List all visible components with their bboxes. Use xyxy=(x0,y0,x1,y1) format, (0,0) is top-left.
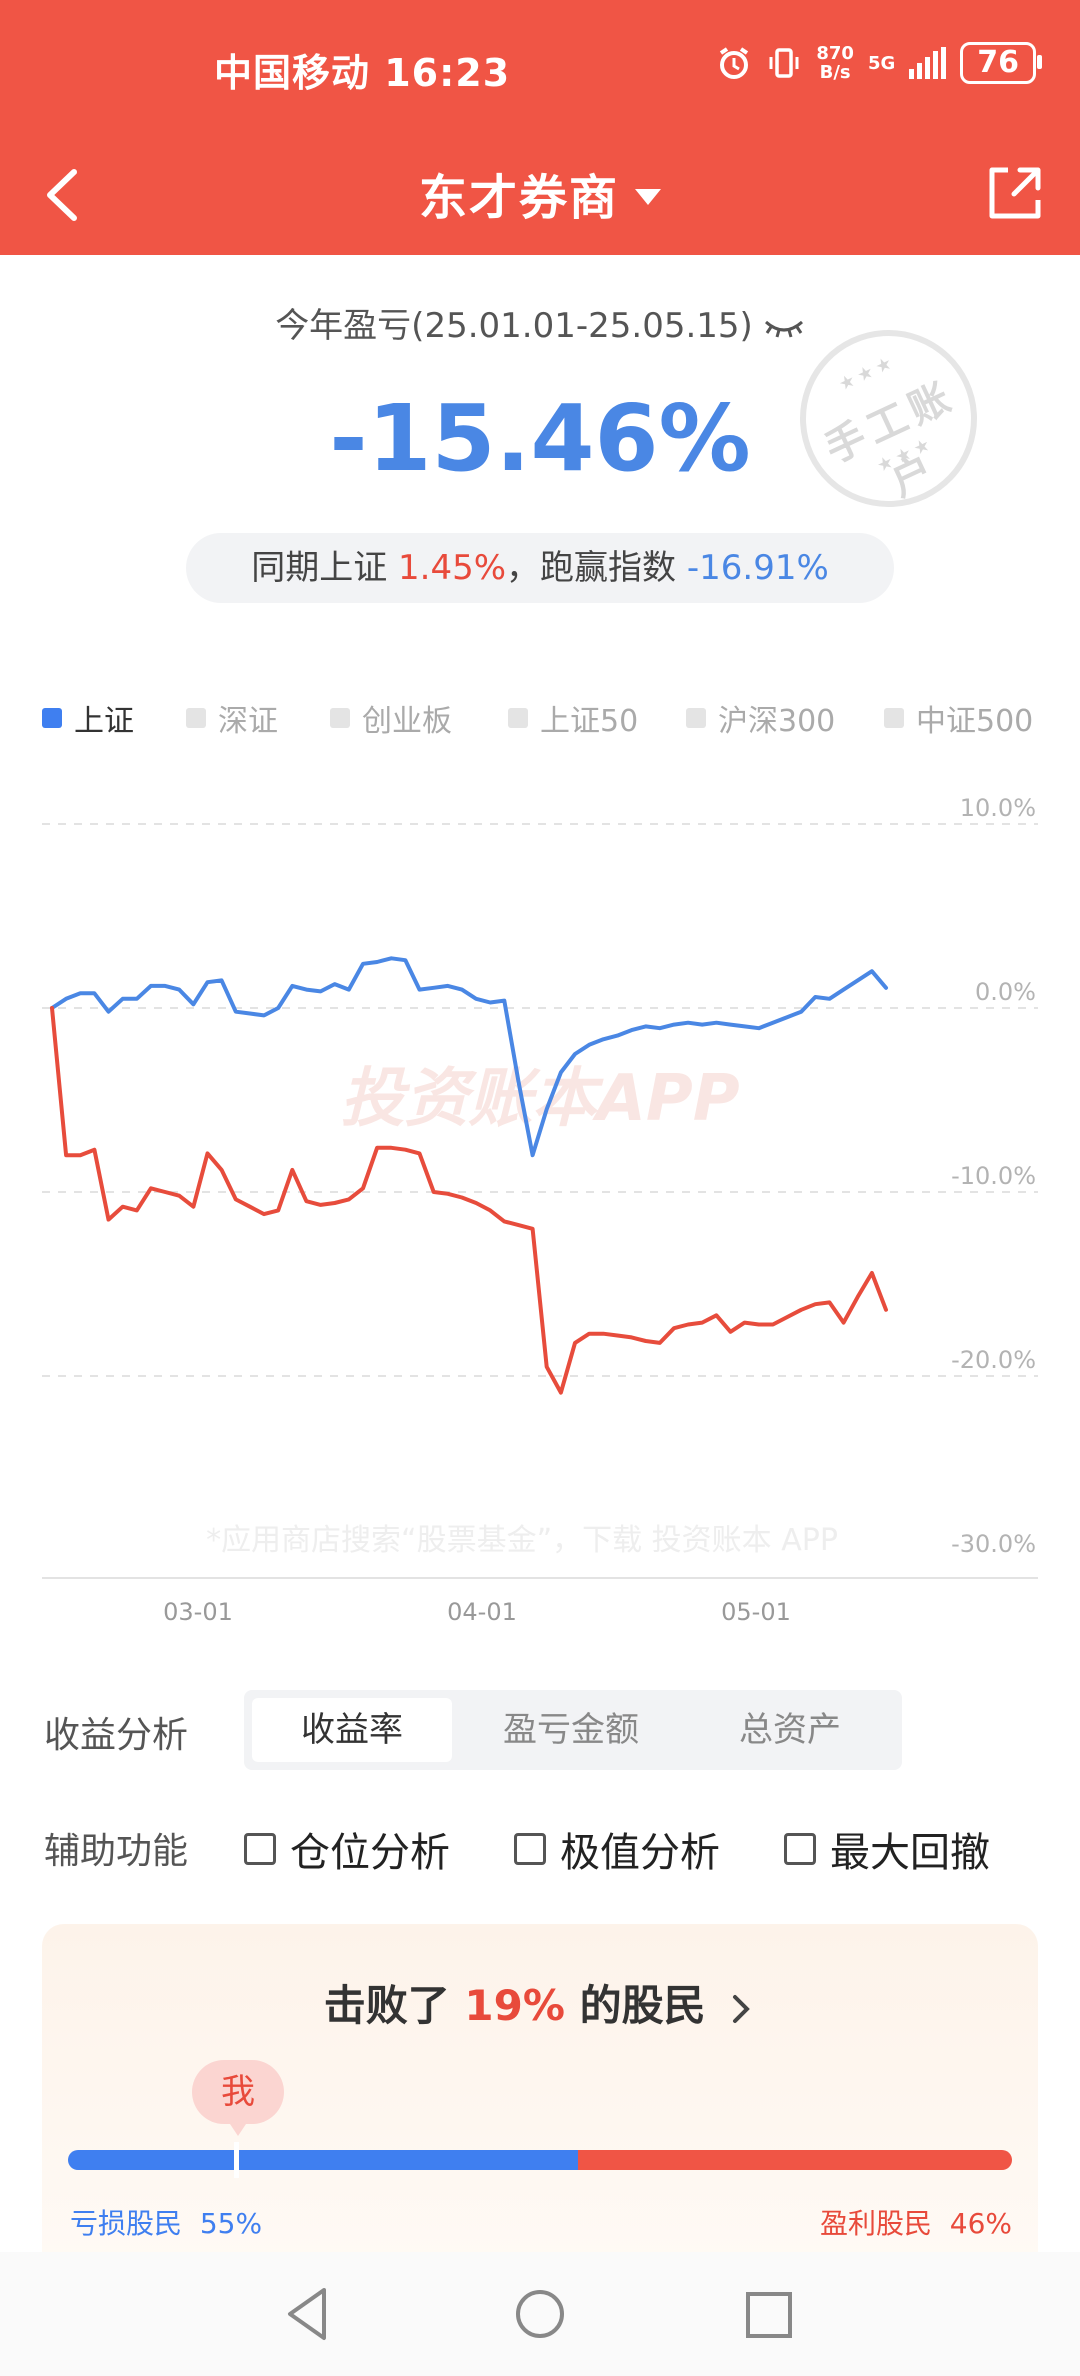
legend-label: 上证 xyxy=(74,704,134,739)
me-position-marker xyxy=(234,2142,239,2178)
legend-item-csi300[interactable]: 沪深300 xyxy=(686,696,835,740)
extreme-analysis-checkbox[interactable]: 极值分析 xyxy=(514,1820,720,1878)
loss-label-pct: 55% xyxy=(199,2207,263,2240)
tab-total-assets[interactable]: 总资产 xyxy=(739,1710,841,1750)
system-nav-bar xyxy=(0,2252,1080,2376)
legend-label: 沪深300 xyxy=(718,704,836,739)
alarm-icon xyxy=(720,47,749,79)
win-investors-label: 盈利股民 46% xyxy=(820,2202,1012,2242)
legend-swatch xyxy=(186,708,206,728)
period-text: 今年盈亏(25.01.01-25.05.15) xyxy=(275,306,753,346)
compare-sep: ，跑赢指数 xyxy=(506,548,677,588)
checkbox-box xyxy=(514,1833,546,1865)
aux-label: 辅助功能 xyxy=(44,1831,189,1872)
speed-value: 870 xyxy=(816,43,854,64)
vibrate-icon xyxy=(769,48,799,78)
legend-item-csi500[interactable]: 中证500 xyxy=(884,696,1033,740)
y-tick-label: -20.0% xyxy=(951,1346,1036,1374)
x-tick-label: 04-01 xyxy=(447,1598,517,1626)
checkbox-label: 极值分析 xyxy=(560,1830,720,1876)
page-title: 东才券商 xyxy=(418,170,619,226)
checkbox-box xyxy=(784,1833,816,1865)
outperform-value: -16.91% xyxy=(686,548,829,588)
signal-icon xyxy=(909,47,947,79)
share-icon[interactable] xyxy=(982,158,1044,228)
win-label-pct: 46% xyxy=(949,2207,1012,2240)
index-return: 1.45% xyxy=(398,548,507,588)
return-chart-svg: 10.0% 0.0% -10.0% -20.0% -30.0% 投资账本APP *应用商店搜… xyxy=(42,794,1038,1626)
series-line-index xyxy=(50,956,888,1158)
ytd-return: -15.46% xyxy=(329,385,751,492)
nav-recents-icon[interactable] xyxy=(734,2282,804,2346)
speed-unit: B/s xyxy=(819,62,851,83)
legend-item-shanghai[interactable]: 上证 xyxy=(42,696,134,740)
app-header: 中国移动 16:23 870 B/s 5G 76 东才券商 xyxy=(0,0,1080,255)
nav-home-icon[interactable] xyxy=(505,2282,575,2346)
loss-label-text: 亏损股民 xyxy=(70,2207,183,2240)
win-segment xyxy=(577,2150,1012,2170)
battery-icon: 76 xyxy=(960,42,1042,84)
tab-return-rate[interactable]: 收益率 xyxy=(252,1698,452,1762)
return-chart[interactable]: 10.0% 0.0% -10.0% -20.0% -30.0% 投资账本APP *应用商店搜… xyxy=(0,770,1080,1640)
legend-item-chinext[interactable]: 创业板 xyxy=(330,696,452,740)
checkbox-label: 仓位分析 xyxy=(290,1830,450,1876)
legend-swatch xyxy=(686,708,706,728)
y-tick-label: 10.0% xyxy=(960,794,1036,822)
checkbox-box xyxy=(244,1833,276,1865)
footer-note: *应用商店搜索“股票基金”，下载 投资账本 APP xyxy=(206,1523,838,1558)
compare-prefix: 同期上证 xyxy=(251,548,388,588)
status-icons: 870 B/s 5G 76 xyxy=(716,42,1042,84)
legend-item-shenzhen[interactable]: 深证 xyxy=(186,696,278,740)
rank-suffix: 的股民 xyxy=(579,1981,706,2030)
rank-bar xyxy=(68,2150,1012,2170)
series-line-account xyxy=(50,1006,888,1395)
legend-item-sse50[interactable]: 上证50 xyxy=(508,696,638,740)
y-tick-label: -10.0% xyxy=(951,1162,1036,1190)
y-tick-label: -30.0% xyxy=(951,1530,1036,1558)
rank-percent: 19% xyxy=(464,1981,565,2030)
nav-header: 东才券商 xyxy=(0,140,1080,255)
status-bar: 中国移动 16:23 870 B/s 5G 76 xyxy=(0,0,1080,140)
watermark: 投资账本APP xyxy=(340,1062,739,1136)
period-label: 今年盈亏(25.01.01-25.05.15) xyxy=(0,298,1080,347)
win-label-text: 盈利股民 xyxy=(819,2207,932,2240)
legend-swatch xyxy=(42,708,62,728)
rank-title[interactable]: 击败了 19% 的股民 xyxy=(42,1972,1038,2033)
dropdown-caret-icon xyxy=(635,189,661,205)
legend-swatch xyxy=(508,708,528,728)
account-selector[interactable]: 东才券商 xyxy=(0,158,1080,228)
chevron-right-icon xyxy=(733,1994,751,2023)
legend-swatch xyxy=(330,708,350,728)
rank-prefix: 击败了 xyxy=(323,1981,450,2030)
position-analysis-checkbox[interactable]: 仓位分析 xyxy=(244,1820,450,1878)
analysis-tabs: 收益率 盈亏金额 总资产 xyxy=(244,1690,902,1770)
tab-pnl-amount[interactable]: 盈亏金额 xyxy=(503,1710,639,1750)
x-tick-label: 05-01 xyxy=(721,1598,791,1626)
index-compare-pill: 同期上证 1.45%，跑赢指数 -16.91% xyxy=(186,533,894,603)
hide-eye-icon[interactable] xyxy=(763,316,805,340)
network-type: 5G xyxy=(867,52,896,74)
nav-back-icon[interactable] xyxy=(272,2282,342,2346)
legend-label: 上证50 xyxy=(540,704,639,739)
analysis-label: 收益分析 xyxy=(44,1715,189,1756)
loss-investors-label: 亏损股民 55% xyxy=(70,2202,262,2242)
legend-label: 创业板 xyxy=(362,704,452,739)
network-speed: 870 B/s xyxy=(816,44,854,82)
y-tick-label: 0.0% xyxy=(975,978,1036,1006)
battery-level: 76 xyxy=(977,45,1019,80)
me-marker-bubble: 我 xyxy=(192,2060,284,2136)
index-legend: 上证 深证 创业板 上证50 沪深300 中证500 xyxy=(42,696,1042,740)
legend-swatch xyxy=(884,708,904,728)
back-icon[interactable] xyxy=(36,160,96,230)
legend-label: 中证500 xyxy=(916,704,1034,739)
rank-card[interactable]: 击败了 19% 的股民 我 亏损股民 55% 盈利股民 46% xyxy=(42,1924,1038,2276)
max-drawdown-checkbox[interactable]: 最大回撤 xyxy=(784,1820,990,1878)
carrier-time: 中国移动 16:23 xyxy=(214,51,511,95)
legend-label: 深证 xyxy=(218,704,278,739)
checkbox-label: 最大回撤 xyxy=(830,1830,990,1876)
x-tick-label: 03-01 xyxy=(163,1598,233,1626)
loss-segment xyxy=(68,2150,578,2170)
